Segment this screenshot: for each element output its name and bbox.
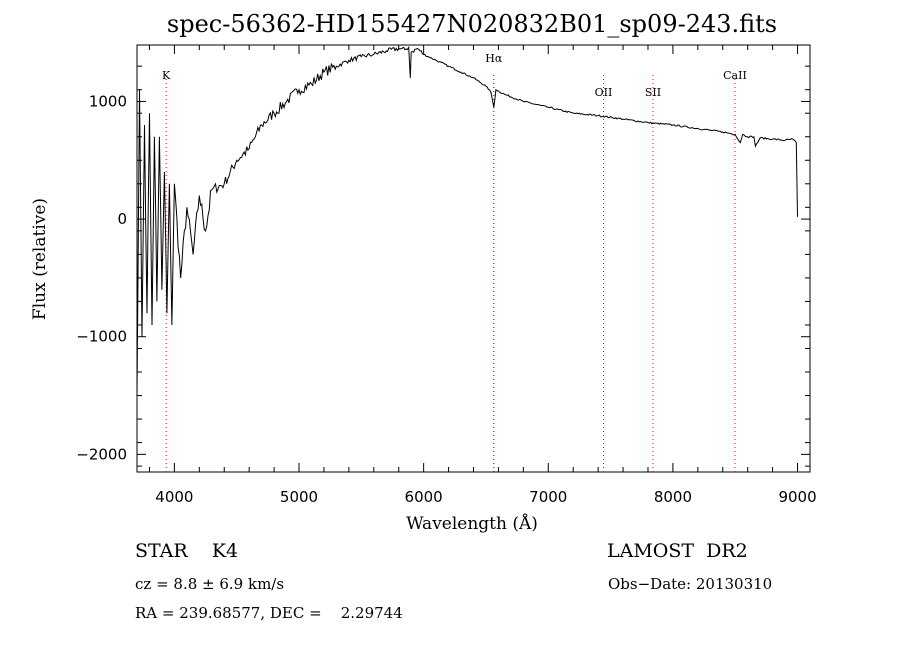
y-tick-label: −2000 [76,445,127,463]
x-tick-label: 5000 [280,488,318,506]
x-tick-label: 6000 [405,488,443,506]
chart-title: spec-56362-HD155427N020832B01_sp09-243.f… [167,10,777,38]
plot-frame [136,44,811,473]
spectrum-line [136,45,798,396]
spectral-line-label: OII [595,86,613,99]
x-tick-label: 4000 [155,488,193,506]
y-tick-label: 0 [117,210,127,228]
cz-value: cz = 8.8 ± 6.9 km/s [135,575,285,593]
y-axis-label: Flux (relative) [30,198,50,320]
spectral-line-label: K [162,69,171,82]
x-tick-label: 8000 [654,488,692,506]
spectral-line-label: Hα [485,52,503,65]
obs-date: Obs−Date: 20130310 [608,575,773,593]
survey-label: LAMOST DR2 [607,540,748,562]
ra-dec: RA = 239.68577, DEC = 2.29744 [135,604,403,622]
x-axis-label: Wavelength (Å) [406,513,538,534]
spectral-line-label: SII [645,86,661,99]
spectral-line-label: CaII [723,69,747,82]
axis-ticks: 4000 5000 6000 7000 8000 9000 −2000 −1000 0 1000 [76,45,817,506]
x-tick-label: 9000 [778,488,816,506]
y-tick-label: 1000 [89,92,127,110]
spectral-line-markers: K Hα OII SII CaII [162,52,747,472]
x-tick-label: 7000 [529,488,567,506]
y-tick-label: −1000 [76,328,127,346]
class-line: STAR K4 [135,540,239,562]
